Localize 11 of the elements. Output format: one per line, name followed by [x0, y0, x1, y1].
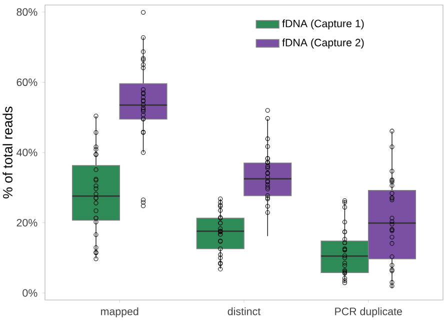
legend-label: fDNA (Capture 2): [282, 38, 364, 48]
y-tick-label: 20%: [16, 218, 38, 227]
y-tick-label: 80%: [16, 8, 38, 16]
legend-label: fDNA (Capture 1): [282, 19, 364, 30]
y-axis-title: % of total reads: [2, 106, 12, 198]
y-tick-label: 0%: [22, 289, 38, 297]
y-tick-label: 60%: [16, 78, 38, 86]
y-tick-label: 40%: [16, 148, 38, 156]
x-tick-label: PCR duplicate: [335, 307, 402, 318]
x-tick-label: mapped: [101, 307, 138, 318]
x-tick-label: distinct: [228, 307, 261, 316]
